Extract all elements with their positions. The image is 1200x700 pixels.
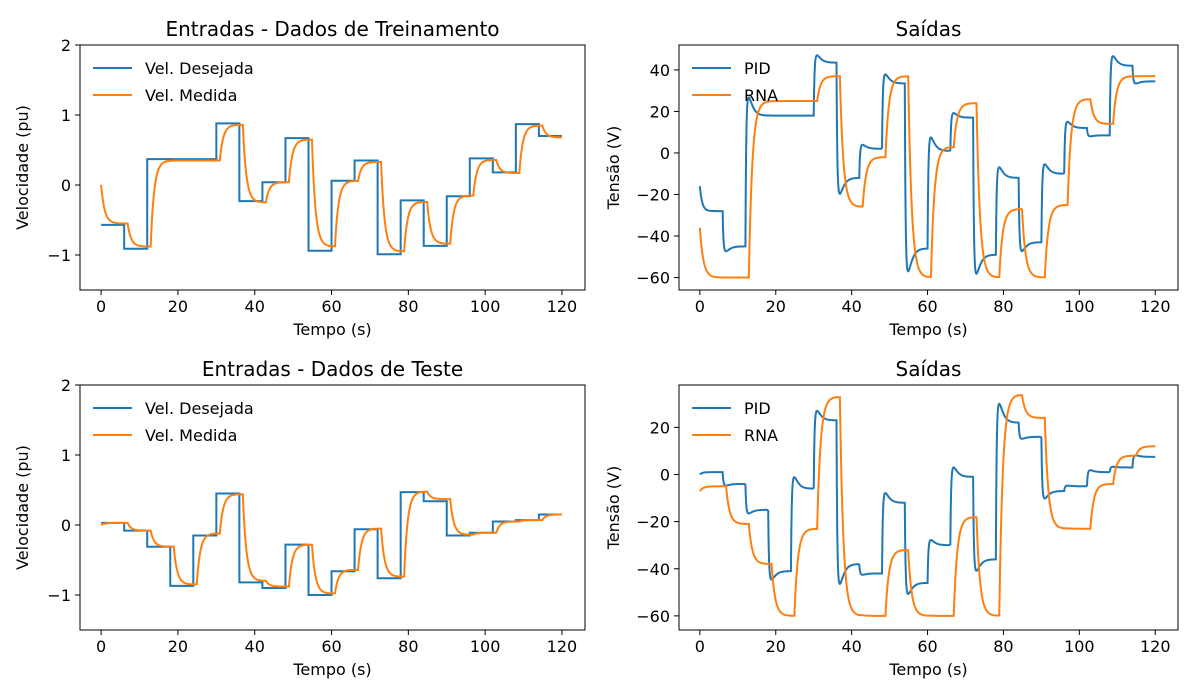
- x-tick-label: 40: [841, 297, 861, 316]
- series-line-1: [699, 402, 1156, 596]
- y-tick-label: −20: [636, 513, 670, 532]
- plot-frame: [678, 384, 1179, 631]
- x-tick-label: 60: [321, 637, 341, 656]
- x-tick-label: 40: [245, 297, 265, 316]
- legend-label: RNA: [744, 86, 778, 105]
- y-axis-label: Tensão (V): [604, 126, 623, 210]
- chart-title: Saídas: [896, 17, 962, 41]
- y-tick-label: 1: [61, 446, 71, 465]
- legend-label: Vel. Desejada: [145, 399, 254, 418]
- series-line-1: [698, 54, 1156, 275]
- x-tick-label: 0: [695, 637, 705, 656]
- x-tick-label: 80: [398, 637, 418, 656]
- x-tick-label: 100: [1064, 297, 1095, 316]
- y-tick-label: −60: [636, 269, 670, 288]
- x-axis-label: Tempo (s): [292, 660, 371, 679]
- x-tick-label: 40: [245, 637, 265, 656]
- x-tick-label: 120: [1140, 297, 1171, 316]
- x-tick-label: 0: [96, 637, 106, 656]
- x-tick-label: 0: [695, 297, 705, 316]
- series-line-1: [101, 491, 562, 596]
- y-tick-label: −40: [636, 560, 670, 579]
- chart-title: Entradas - Dados de Teste: [202, 357, 463, 381]
- x-tick-label: 20: [766, 637, 786, 656]
- y-tick-label: −20: [636, 185, 670, 204]
- x-tick-label: 60: [917, 637, 937, 656]
- x-axis-label: Tempo (s): [888, 320, 967, 339]
- y-axis-label: Velocidade (pu): [13, 105, 32, 230]
- chart-title: Entradas - Dados de Treinamento: [165, 17, 499, 41]
- plot-frame: [79, 384, 586, 631]
- legend-label: RNA: [744, 426, 778, 445]
- chart-panel-1: 0 20 40 60 80 100 120 −1 0 1 2 Entradas - Dados de …: [13, 17, 586, 339]
- y-tick-label: 20: [650, 418, 670, 437]
- x-tick-label: 80: [398, 297, 418, 316]
- chart-panel-4: 0 20 40 60 80 100 120 −60 −40 −20 0 20 Saídas Tempo (…: [604, 357, 1179, 679]
- legend-label: Vel. Medida: [145, 86, 237, 105]
- y-tick-label: 0: [61, 516, 71, 535]
- y-tick-label: −1: [47, 586, 71, 605]
- x-tick-label: 120: [547, 297, 578, 316]
- y-tick-label: 0: [61, 176, 71, 195]
- series-line-2: [100, 123, 562, 253]
- y-tick-label: −40: [636, 227, 670, 246]
- x-tick-label: 40: [841, 637, 861, 656]
- y-tick-label: 0: [660, 144, 670, 163]
- legend-label: PID: [744, 399, 771, 418]
- y-tick-label: 20: [650, 102, 670, 121]
- legend-label: PID: [744, 59, 771, 78]
- y-axis-label: Tensão (V): [604, 466, 623, 550]
- series-line-1: [101, 122, 562, 256]
- x-tick-label: 20: [168, 297, 188, 316]
- y-tick-label: −60: [636, 607, 670, 626]
- x-tick-label: 20: [168, 637, 188, 656]
- series-line-2: [699, 394, 1156, 617]
- chart-panel-2: 0 20 40 60 80 100 120 −60 −40 −20 0 20 40 Saídas Tempo…: [604, 17, 1179, 339]
- x-tick-label: 120: [547, 637, 578, 656]
- legend-label: Vel. Medida: [145, 426, 237, 445]
- x-axis-label: Tempo (s): [888, 660, 967, 679]
- x-tick-label: 80: [993, 297, 1013, 316]
- x-tick-label: 60: [321, 297, 341, 316]
- x-tick-label: 80: [993, 637, 1013, 656]
- y-tick-label: 1: [61, 106, 71, 125]
- y-tick-label: 2: [61, 376, 71, 395]
- x-tick-label: 100: [470, 297, 501, 316]
- x-tick-label: 0: [96, 297, 106, 316]
- y-tick-label: 40: [650, 61, 670, 80]
- y-tick-label: 0: [660, 466, 670, 485]
- y-tick-label: −1: [47, 246, 71, 265]
- plot-frame: [678, 44, 1179, 291]
- y-axis-label: Velocidade (pu): [13, 445, 32, 570]
- x-tick-label: 120: [1140, 637, 1171, 656]
- chart-title: Saídas: [896, 357, 962, 381]
- y-tick-label: 2: [61, 36, 71, 55]
- x-tick-label: 60: [917, 297, 937, 316]
- chart-panel-3: 0 20 40 60 80 100 120 −1 0 1 2 Entradas - Dados de …: [13, 357, 586, 679]
- plot-frame: [79, 44, 586, 291]
- x-tick-label: 100: [1064, 637, 1095, 656]
- series-line-2: [698, 75, 1156, 279]
- x-axis-label: Tempo (s): [292, 320, 371, 339]
- x-tick-label: 20: [766, 297, 786, 316]
- x-tick-label: 100: [470, 637, 501, 656]
- series-line-2: [100, 490, 562, 595]
- legend-label: Vel. Desejada: [145, 59, 254, 78]
